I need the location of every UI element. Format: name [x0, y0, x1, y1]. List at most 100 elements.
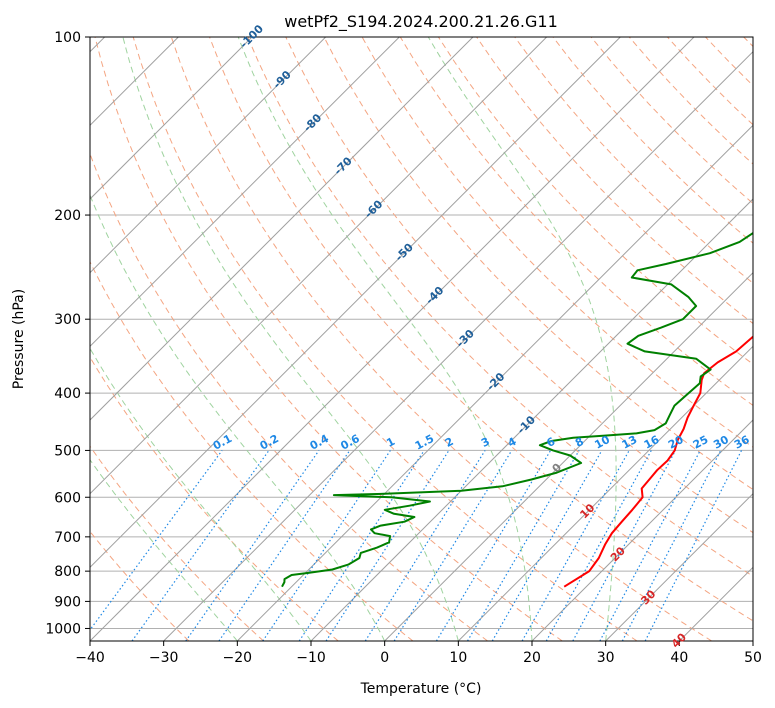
mixing-ratio-label: 10 — [592, 433, 612, 452]
mixing-ratio-line — [364, 450, 486, 641]
isotherm — [605, 492, 753, 641]
mixing-ratio-label: 16 — [642, 433, 662, 452]
x-axis-title: Temperature (°C) — [360, 681, 482, 697]
moist-adiabat — [122, 37, 459, 641]
x-tick-label: 0 — [380, 650, 389, 666]
mixing-ratio-line — [90, 450, 223, 631]
mixing-ratio-label: 3 — [479, 435, 492, 450]
x-tick-label: 50 — [744, 650, 762, 666]
isotherm — [90, 37, 474, 421]
mixing-ratio-label: 0.6 — [338, 432, 362, 453]
dry-adiabat — [743, 37, 753, 48]
x-axis: −40 −30 −20 −10 0 10 20 30 40 50 — [75, 641, 762, 666]
mixing-ratio-line — [393, 450, 513, 641]
mixing-ratio-line — [435, 450, 552, 641]
chart-title: wetPf2_S194.2024.200.21.26.G11 — [284, 12, 558, 32]
mixing-ratio-label: 4 — [506, 435, 519, 450]
mixing-ratio-label: 20 — [666, 433, 686, 452]
y-tick-label: 900 — [54, 594, 81, 610]
dry-adiabat — [94, 37, 563, 641]
mixing-ratio-line — [262, 450, 391, 641]
isotherm — [90, 37, 695, 641]
isotherm — [310, 198, 753, 641]
x-tick-label: 20 — [523, 650, 541, 666]
y-tick-label: 500 — [54, 443, 81, 459]
mixing-ratio-label: 0.2 — [258, 432, 281, 453]
dry-adiabat — [90, 445, 264, 641]
moist-adiabat — [90, 193, 386, 641]
mixing-ratio-line — [491, 450, 603, 641]
y-axis-title: Pressure (hPa) — [11, 289, 27, 389]
mixing-ratio-line — [466, 450, 580, 641]
y-tick-label: 700 — [54, 530, 81, 546]
isotherm — [678, 566, 753, 641]
x-tick-label: 30 — [597, 650, 615, 666]
mixing-ratio-label: 1 — [384, 435, 397, 450]
y-axis: 100 200 300 400 500 600 700 800 900 1000 — [45, 30, 90, 637]
dry-adiabat — [476, 37, 753, 325]
dry-adiabat — [90, 356, 339, 641]
isotherm — [163, 50, 753, 641]
temperature-line — [563, 335, 753, 588]
isopleth-labels: 0.1 0.2 0.4 0.6 1 1.5 2 3 4 6 8 10 13 16 20 25 30 36-100-… — [211, 22, 752, 651]
isotherm — [236, 124, 753, 641]
dry-adiabat — [132, 37, 638, 641]
dry-adiabat — [514, 37, 753, 284]
isotherm — [457, 345, 753, 641]
y-tick-label: 300 — [54, 312, 81, 328]
x-tick-label: −30 — [149, 650, 179, 666]
plot-frame — [89, 36, 754, 642]
mixing-ratio-line — [521, 450, 630, 641]
series-layer — [281, 231, 753, 588]
dry-adiabat — [170, 37, 712, 641]
dry-adiabat — [667, 37, 753, 126]
dry-adiabat — [552, 37, 753, 244]
mixing-ratio-label: 30 — [711, 433, 731, 452]
moist-adiabat — [427, 37, 617, 641]
y-tick-label: 400 — [54, 386, 81, 402]
mixing-ratio-label: 13 — [620, 433, 640, 452]
isotherm — [752, 640, 753, 641]
mixing-ratio-line — [218, 450, 351, 641]
mixing-ratio-label: 0.1 — [211, 432, 234, 453]
mixing-ratio-line — [131, 450, 270, 641]
dry-adiabat — [90, 260, 414, 641]
mixing-ratio-line — [185, 450, 320, 641]
x-tick-label: −40 — [75, 650, 105, 666]
dewpoint-line — [281, 231, 753, 588]
isotherm — [90, 37, 327, 274]
y-tick-label: 800 — [54, 564, 81, 580]
mixing-ratio-label: 2 — [443, 435, 456, 450]
mixing-ratio-line — [325, 450, 450, 641]
mixing-ratio-label: 1.5 — [413, 432, 436, 453]
isotherm — [384, 271, 753, 641]
mixing-ratio-label: 0.4 — [308, 432, 332, 453]
x-tick-label: −20 — [223, 650, 253, 666]
dry-adiabat — [90, 530, 190, 641]
mixing-ratio-label: 25 — [691, 433, 711, 452]
y-tick-label: 100 — [54, 30, 81, 46]
dry-adiabat — [323, 37, 753, 491]
isotherm — [90, 37, 253, 200]
mixing-ratio-line — [572, 450, 677, 641]
y-tick-label: 200 — [54, 208, 81, 224]
isotherm — [90, 37, 548, 495]
y-tick-label: 1000 — [45, 621, 81, 637]
isotherm — [90, 37, 400, 348]
x-tick-label: 40 — [670, 650, 688, 666]
moist-adiabat — [90, 347, 312, 641]
plot-background — [90, 37, 753, 641]
isotherm — [90, 37, 621, 569]
isotherm-label: 10 — [577, 501, 597, 521]
dry-adiabat — [209, 37, 753, 622]
moist-adiabat — [237, 37, 533, 641]
y-tick-label: 600 — [54, 490, 81, 506]
mixing-ratio-line — [545, 450, 652, 641]
dry-adiabat — [705, 37, 753, 87]
mixing-ratio-label: 36 — [732, 433, 752, 452]
x-tick-label: 10 — [449, 650, 467, 666]
x-tick-label: −10 — [296, 650, 326, 666]
dry-adiabat — [285, 37, 753, 534]
dry-adiabat — [437, 37, 753, 365]
